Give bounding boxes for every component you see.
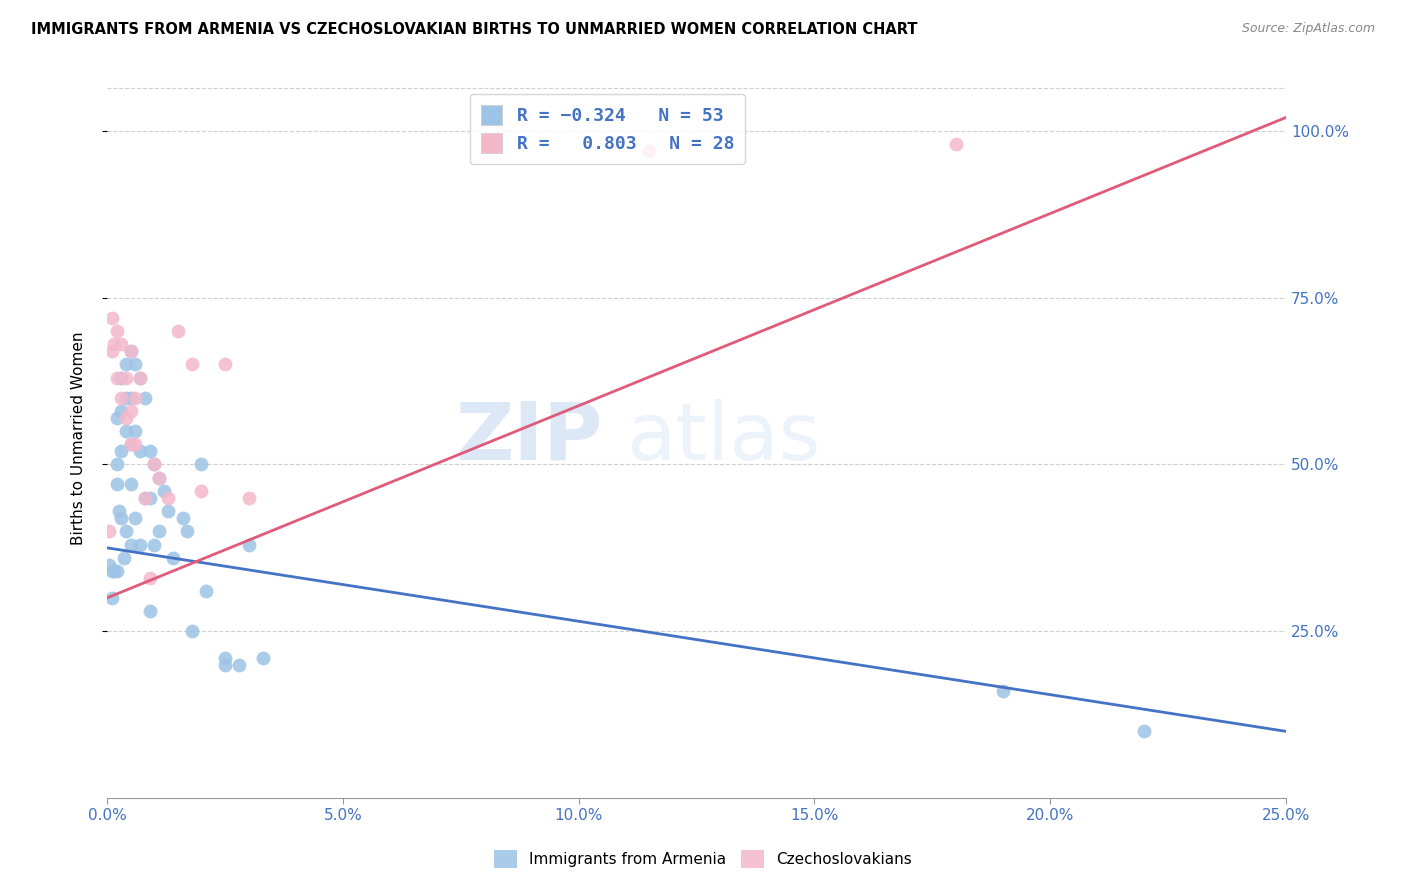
Point	[110, 444, 132, 458]
Point	[105, 410, 128, 425]
Point	[108, 504, 131, 518]
Point	[110, 511, 132, 525]
Point	[195, 584, 218, 599]
Point	[238, 537, 260, 551]
Point	[120, 437, 142, 451]
Point	[105, 564, 128, 578]
Point	[238, 491, 260, 505]
Point	[120, 477, 142, 491]
Text: Source: ZipAtlas.com: Source: ZipAtlas.com	[1241, 22, 1375, 36]
Point	[134, 391, 156, 405]
Point	[105, 477, 128, 491]
Point	[105, 370, 128, 384]
Point	[181, 357, 204, 371]
Point	[176, 524, 198, 538]
Point	[101, 344, 124, 359]
Point	[138, 571, 160, 585]
Point	[148, 471, 170, 485]
Point	[101, 591, 124, 605]
Point	[115, 391, 138, 405]
Point	[138, 604, 160, 618]
Point	[115, 410, 138, 425]
Point	[103, 564, 125, 578]
Point	[190, 484, 212, 499]
Point	[120, 344, 142, 359]
Point	[152, 484, 174, 499]
Point	[190, 458, 212, 472]
Point	[945, 137, 967, 152]
Point	[98, 524, 121, 538]
Point	[228, 657, 250, 672]
Point	[129, 444, 152, 458]
Point	[134, 491, 156, 505]
Point	[110, 391, 132, 405]
Point	[124, 357, 146, 371]
Point	[120, 391, 142, 405]
Point	[172, 511, 194, 525]
Point	[148, 471, 170, 485]
Point	[214, 657, 236, 672]
Text: ZIP: ZIP	[456, 399, 602, 476]
Point	[124, 391, 146, 405]
Point	[124, 424, 146, 438]
Point	[110, 370, 132, 384]
Point	[157, 504, 180, 518]
Point	[214, 357, 236, 371]
Text: IMMIGRANTS FROM ARMENIA VS CZECHOSLOVAKIAN BIRTHS TO UNMARRIED WOMEN CORRELATION: IMMIGRANTS FROM ARMENIA VS CZECHOSLOVAKI…	[31, 22, 918, 37]
Point	[101, 564, 124, 578]
Point	[181, 624, 204, 639]
Point	[638, 144, 661, 158]
Legend: R = −0.324   N = 53, R =   0.803   N = 28: R = −0.324 N = 53, R = 0.803 N = 28	[470, 94, 745, 164]
Point	[110, 404, 132, 418]
Point	[124, 437, 146, 451]
Point	[148, 524, 170, 538]
Legend: Immigrants from Armenia, Czechoslovakians: Immigrants from Armenia, Czechoslovakian…	[488, 844, 918, 873]
Point	[252, 651, 274, 665]
Point	[1133, 724, 1156, 739]
Point	[143, 458, 166, 472]
Point	[115, 424, 138, 438]
Point	[143, 458, 166, 472]
Point	[105, 324, 128, 338]
Point	[143, 537, 166, 551]
Point	[138, 491, 160, 505]
Point	[134, 491, 156, 505]
Point	[120, 537, 142, 551]
Point	[129, 537, 152, 551]
Point	[115, 357, 138, 371]
Point	[112, 550, 135, 565]
Point	[120, 404, 142, 418]
Point	[120, 344, 142, 359]
Point	[124, 511, 146, 525]
Point	[115, 524, 138, 538]
Point	[98, 558, 121, 572]
Point	[138, 444, 160, 458]
Point	[105, 458, 128, 472]
Text: atlas: atlas	[626, 399, 820, 476]
Point	[120, 437, 142, 451]
Point	[157, 491, 180, 505]
Point	[110, 337, 132, 351]
Point	[103, 337, 125, 351]
Point	[162, 550, 184, 565]
Y-axis label: Births to Unmarried Women: Births to Unmarried Women	[72, 331, 86, 544]
Point	[115, 370, 138, 384]
Point	[101, 310, 124, 325]
Point	[214, 651, 236, 665]
Point	[129, 370, 152, 384]
Point	[166, 324, 188, 338]
Point	[991, 684, 1014, 698]
Point	[129, 370, 152, 384]
